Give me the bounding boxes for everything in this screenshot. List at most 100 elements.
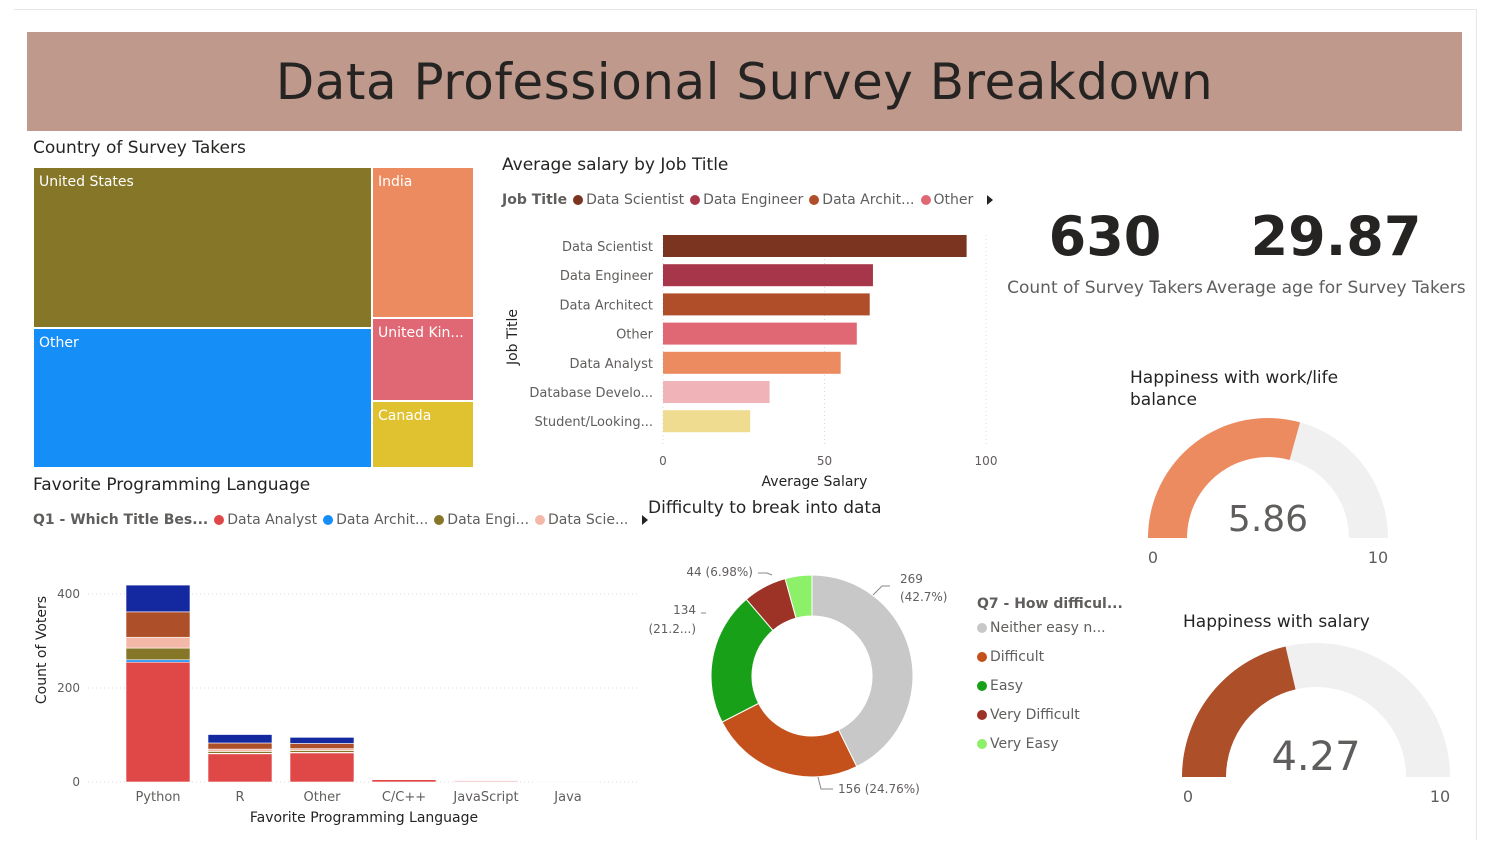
x-axis-label: Average Salary [762, 474, 868, 490]
difficulty-legend-item[interactable]: Very Difficult [977, 707, 1080, 723]
leader-line [872, 585, 890, 596]
kpi-age-value: 29.87 [1250, 205, 1422, 268]
treemap-cell-other[interactable]: Other [33, 328, 372, 468]
data-label: (42.7%) [900, 590, 947, 604]
gauge-worklife: 5.86 0 10 [1148, 418, 1388, 567]
stacked-bar-segment [125, 659, 191, 663]
stacked-bar-segment [207, 748, 273, 752]
treemap-cell-united-kingdom[interactable]: United Kin... [372, 318, 474, 401]
salary-bar [663, 293, 870, 316]
salary-bar [663, 410, 751, 433]
stacked-bar-segment [207, 753, 273, 783]
difficulty-chart-title: Difficulty to break into data [648, 498, 882, 518]
language-legend-item[interactable]: Data Scie... [535, 512, 628, 528]
language-legend-item[interactable]: Data Engi... [434, 512, 529, 528]
stacked-bar-segment [125, 611, 191, 638]
salary-bar [663, 235, 967, 257]
data-label: 44 (6.98%) [686, 565, 753, 579]
kpi-age-label: Average age for Survey Takers [1206, 278, 1466, 298]
salary-legend-item[interactable]: Other [920, 192, 974, 208]
salary-legend: Job Title Data Scientist Data Engineer D… [502, 192, 994, 208]
gauge-fill [1148, 418, 1301, 538]
salary-legend-item[interactable]: Data Archit... [809, 192, 915, 208]
salary-bar [663, 322, 857, 345]
y-axis-label: Job Title [505, 309, 521, 366]
legend-dot-icon [809, 195, 820, 205]
y-tick-label: 400 [57, 587, 80, 601]
legend-label: Other [933, 192, 974, 208]
kpi-count-value: 630 [1048, 205, 1162, 268]
language-legend-item[interactable]: Data Analyst [214, 512, 317, 528]
y-tick-label: Data Architect [560, 298, 653, 313]
difficulty-legend-item[interactable]: Very Easy [977, 736, 1059, 752]
donut-slice [811, 574, 914, 768]
y-tick-label: 200 [57, 681, 80, 695]
salary-legend-item[interactable]: Data Engineer [690, 192, 803, 208]
legend-dot-icon [977, 652, 987, 662]
title-banner: Data Professional Survey Breakdown [27, 32, 1462, 131]
stacked-bar-segment [289, 743, 355, 749]
treemap-cell-united-states[interactable]: United States [33, 167, 372, 328]
gauge-min-label: 0 [1148, 548, 1158, 567]
y-tick-label: Student/Looking... [534, 415, 653, 430]
gauge-min-label: 0 [1183, 787, 1193, 806]
treemap-cell-canada[interactable]: Canada [372, 401, 474, 468]
language-legend-item[interactable]: Data Archit... [323, 512, 428, 528]
legend-label: Neither easy n... [990, 620, 1106, 636]
report-frame [14, 9, 1477, 840]
y-axis-label: Count of Voters [34, 596, 50, 704]
language-chart-title: Favorite Programming Language [33, 475, 311, 495]
x-tick-label: Other [304, 790, 342, 805]
y-tick-label: 0 [72, 775, 80, 789]
y-tick-label: Data Engineer [560, 269, 654, 284]
treemap-label: Canada [378, 408, 432, 424]
treemap-label: United States [39, 174, 134, 190]
stacked-bar-segment [125, 647, 191, 661]
legend-next-arrow-icon[interactable] [642, 515, 649, 525]
stacked-bar-segment [125, 661, 191, 783]
data-label: 134 [673, 603, 696, 617]
legend-dot-icon [573, 195, 584, 205]
stacked-bar-segment [125, 636, 191, 649]
x-tick-label: C/C++ [382, 790, 426, 805]
salary-legend-item[interactable]: Data Scientist [573, 192, 684, 208]
leader-line [817, 776, 833, 790]
country-treemap[interactable]: United States Other India United Kin... … [33, 167, 474, 468]
language-stacked-bar-chart: 0 200 400 Python R Other C/C++ JavaScript Java Fa… [34, 584, 638, 826]
donut-slice [784, 574, 813, 619]
gauge-fill [1182, 646, 1296, 777]
difficulty-legend-item[interactable]: Easy [977, 678, 1023, 694]
language-legend: Q1 - Which Title Bes... Data Analyst Dat… [33, 512, 649, 528]
legend-dot-icon [977, 710, 987, 720]
page-title: Data Professional Survey Breakdown [275, 52, 1214, 111]
x-tick-label: 50 [817, 454, 832, 468]
stacked-bar-segment [207, 742, 273, 750]
stacked-bar-segment [125, 584, 191, 613]
legend-label: Easy [990, 678, 1024, 694]
data-label: 269 [900, 572, 923, 586]
difficulty-legend-item[interactable]: Difficult [977, 649, 1044, 665]
legend-label: Very Difficult [990, 707, 1080, 723]
data-label: 156 (24.76%) [838, 782, 920, 796]
difficulty-legend-item[interactable]: Neither easy n... [977, 620, 1106, 636]
salary-chart-title: Average salary by Job Title [502, 155, 729, 175]
x-tick-label: 0 [659, 454, 667, 468]
stacked-bar-segment [289, 752, 355, 783]
x-axis-label: Favorite Programming Language [250, 810, 478, 826]
legend-dot-icon [690, 195, 701, 205]
legend-dot-icon [434, 515, 445, 525]
legend-label: Data Engineer [703, 192, 804, 208]
legend-label: Data Scie... [548, 512, 629, 528]
x-tick-label: R [235, 790, 244, 805]
legend-next-arrow-icon[interactable] [987, 195, 994, 205]
treemap-cell-india[interactable]: India [372, 167, 474, 318]
gauge-worklife-title-line1: Happiness with work/life [1130, 368, 1339, 388]
treemap-label: United Kin... [378, 325, 464, 341]
stacked-bar-segment [371, 779, 437, 783]
y-tick-label: Other [616, 328, 654, 343]
legend-dot-icon [977, 739, 987, 749]
legend-dot-icon [920, 195, 931, 205]
salary-bar [663, 264, 873, 287]
legend-label: Data Scientist [586, 192, 685, 208]
data-label: (21.2...) [648, 622, 696, 636]
